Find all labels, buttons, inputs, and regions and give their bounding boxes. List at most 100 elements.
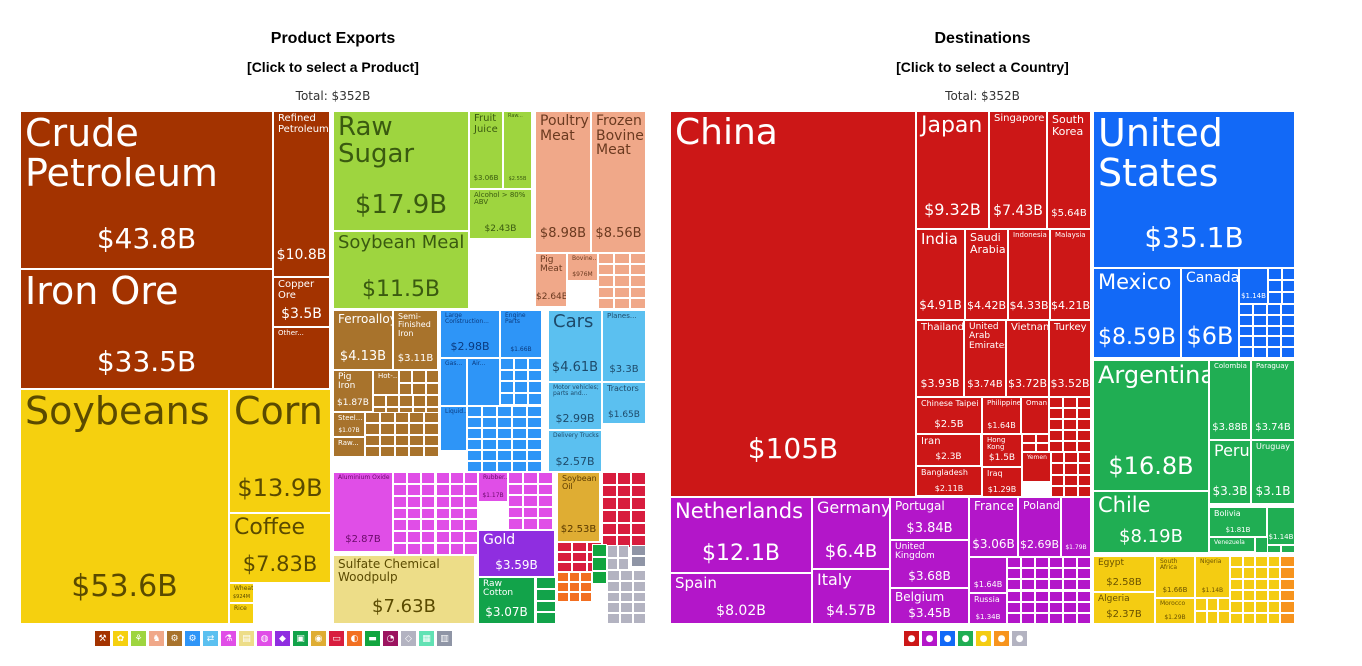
destination-tile[interactable]: Netherlands $12.1B <box>670 497 812 573</box>
export-small-tile[interactable] <box>508 472 523 484</box>
export-small-tile[interactable] <box>439 460 441 472</box>
destination-small-tile[interactable] <box>1280 567 1295 579</box>
destination-small-tile[interactable] <box>1267 314 1281 326</box>
export-tile[interactable]: Ferroalloys $4.13B <box>333 310 393 370</box>
export-small-tile[interactable] <box>435 472 450 484</box>
destination-small-tile[interactable] <box>1077 612 1091 624</box>
destination-small-tile[interactable] <box>1281 304 1295 315</box>
export-small-tile[interactable] <box>631 472 646 485</box>
export-small-tile[interactable] <box>500 369 514 382</box>
destination-small-tile[interactable] <box>1230 567 1243 579</box>
destination-small-tile[interactable] <box>1049 568 1063 580</box>
destination-small-tile[interactable] <box>1267 556 1280 568</box>
art-icon[interactable]: ▦ <box>419 631 434 646</box>
destination-small-tile[interactable] <box>1077 441 1091 452</box>
destination-small-tile[interactable] <box>1281 347 1295 358</box>
export-tile[interactable]: Iron Ore $33.5B <box>20 269 273 389</box>
export-small-tile[interactable] <box>616 522 632 536</box>
destination-small-tile[interactable] <box>1049 408 1063 419</box>
destination-small-tile[interactable] <box>1077 485 1091 497</box>
export-small-tile[interactable] <box>527 406 542 417</box>
destination-small-tile[interactable] <box>1255 567 1268 579</box>
export-tile[interactable]: Planes... $3.3B <box>602 310 646 382</box>
export-tile[interactable]: Frozen Bovine Meat $8.56B <box>591 111 646 253</box>
export-tile[interactable]: Aluminium Oxide $2.87B <box>333 472 393 552</box>
export-small-tile[interactable] <box>514 358 528 370</box>
export-small-tile[interactable] <box>602 522 617 536</box>
export-small-tile[interactable] <box>557 542 572 552</box>
export-small-tile[interactable] <box>592 557 607 571</box>
export-small-tile[interactable] <box>399 382 413 395</box>
export-small-tile[interactable] <box>421 531 436 544</box>
export-tile[interactable]: Motor vehicles; parts and... $2.99B <box>548 382 602 430</box>
export-small-tile[interactable] <box>412 370 426 383</box>
export-small-tile[interactable] <box>393 472 408 484</box>
export-small-tile[interactable] <box>598 286 614 298</box>
destination-small-tile[interactable] <box>1267 325 1281 337</box>
destination-tile[interactable]: United Kingdom $3.68B <box>890 540 969 588</box>
export-small-tile[interactable] <box>602 484 617 498</box>
destination-small-tile[interactable] <box>1064 463 1078 475</box>
export-small-tile[interactable] <box>631 510 646 523</box>
vegetable-icon[interactable]: ✿ <box>113 631 128 646</box>
export-tile[interactable]: Soybeans $53.6B <box>20 389 229 624</box>
destination-small-tile[interactable] <box>1064 485 1078 497</box>
exports-subtitle[interactable]: [Click to select a Product] <box>247 59 419 75</box>
transport-icon[interactable]: ⇄ <box>203 631 218 646</box>
destination-small-tile[interactable] <box>1063 397 1077 408</box>
weapon-icon[interactable]: ▭ <box>329 631 344 646</box>
destination-tile[interactable]: Egypt $2.58B <box>1093 556 1155 592</box>
export-small-tile[interactable] <box>598 253 614 265</box>
destination-small-tile[interactable] <box>1021 568 1035 580</box>
destination-tile[interactable]: Morocco $1.29B <box>1155 598 1195 624</box>
export-small-tile[interactable] <box>421 519 436 532</box>
destination-tile[interactable]: Uruguay $3.1B <box>1251 440 1295 504</box>
export-tile[interactable]: Engine Parts $1.66B <box>500 310 542 358</box>
export-small-tile[interactable] <box>536 600 556 613</box>
fat-icon[interactable]: ◉ <box>311 631 326 646</box>
destinations-subtitle[interactable]: [Click to select a Country] <box>896 59 1069 75</box>
export-small-tile[interactable] <box>614 297 630 309</box>
mineral-icon[interactable]: ⚒ <box>95 631 110 646</box>
export-small-tile[interactable] <box>463 531 478 544</box>
export-small-tile[interactable] <box>482 406 497 417</box>
export-tile[interactable]: Hot-... <box>373 370 399 395</box>
export-small-tile[interactable] <box>409 412 425 424</box>
destination-small-tile[interactable] <box>1064 474 1078 486</box>
destination-small-tile[interactable] <box>1049 397 1063 408</box>
export-small-tile[interactable] <box>482 450 497 461</box>
export-small-tile[interactable] <box>514 392 528 405</box>
destination-tile[interactable]: Peru $3.3B <box>1209 440 1251 504</box>
destination-small-tile[interactable] <box>1255 578 1268 590</box>
hide-icon[interactable]: ◐ <box>347 631 362 646</box>
export-small-tile[interactable] <box>538 472 553 484</box>
destination-tile[interactable]: Japan $9.32B <box>916 111 989 229</box>
destination-small-tile[interactable] <box>1035 601 1049 613</box>
export-small-tile[interactable] <box>598 275 614 287</box>
export-small-tile[interactable] <box>523 518 538 530</box>
export-small-tile[interactable] <box>379 412 395 424</box>
export-tile[interactable]: Raw... <box>333 437 365 457</box>
export-small-tile[interactable] <box>497 450 512 461</box>
destination-tile[interactable]: Singapore $7.43B <box>989 111 1047 229</box>
export-small-tile[interactable] <box>508 518 523 530</box>
export-tile[interactable]: Coffee $7.83B <box>229 513 331 583</box>
destination-small-tile[interactable] <box>1230 612 1243 624</box>
export-small-tile[interactable] <box>424 445 439 457</box>
destination-small-tile[interactable] <box>1077 568 1091 580</box>
export-small-tile[interactable] <box>620 613 633 624</box>
destination-tile[interactable]: Venezuela <box>1209 537 1255 552</box>
export-small-tile[interactable] <box>514 381 528 393</box>
destination-small-tile[interactable] <box>1077 463 1091 475</box>
destination-small-tile[interactable] <box>1063 568 1077 580</box>
destination-small-tile[interactable] <box>1268 292 1282 304</box>
destination-small-tile[interactable] <box>1063 441 1077 452</box>
destination-small-tile[interactable] <box>1253 325 1267 337</box>
export-small-tile[interactable] <box>580 592 592 602</box>
export-tile[interactable]: Poultry Meat $8.98B <box>535 111 591 253</box>
export-small-tile[interactable] <box>467 461 482 472</box>
export-small-tile[interactable] <box>365 445 380 457</box>
export-small-tile[interactable] <box>467 439 482 450</box>
destination-tile[interactable]: Turkey $3.52B <box>1049 320 1091 397</box>
destination-small-tile[interactable] <box>1051 485 1065 497</box>
